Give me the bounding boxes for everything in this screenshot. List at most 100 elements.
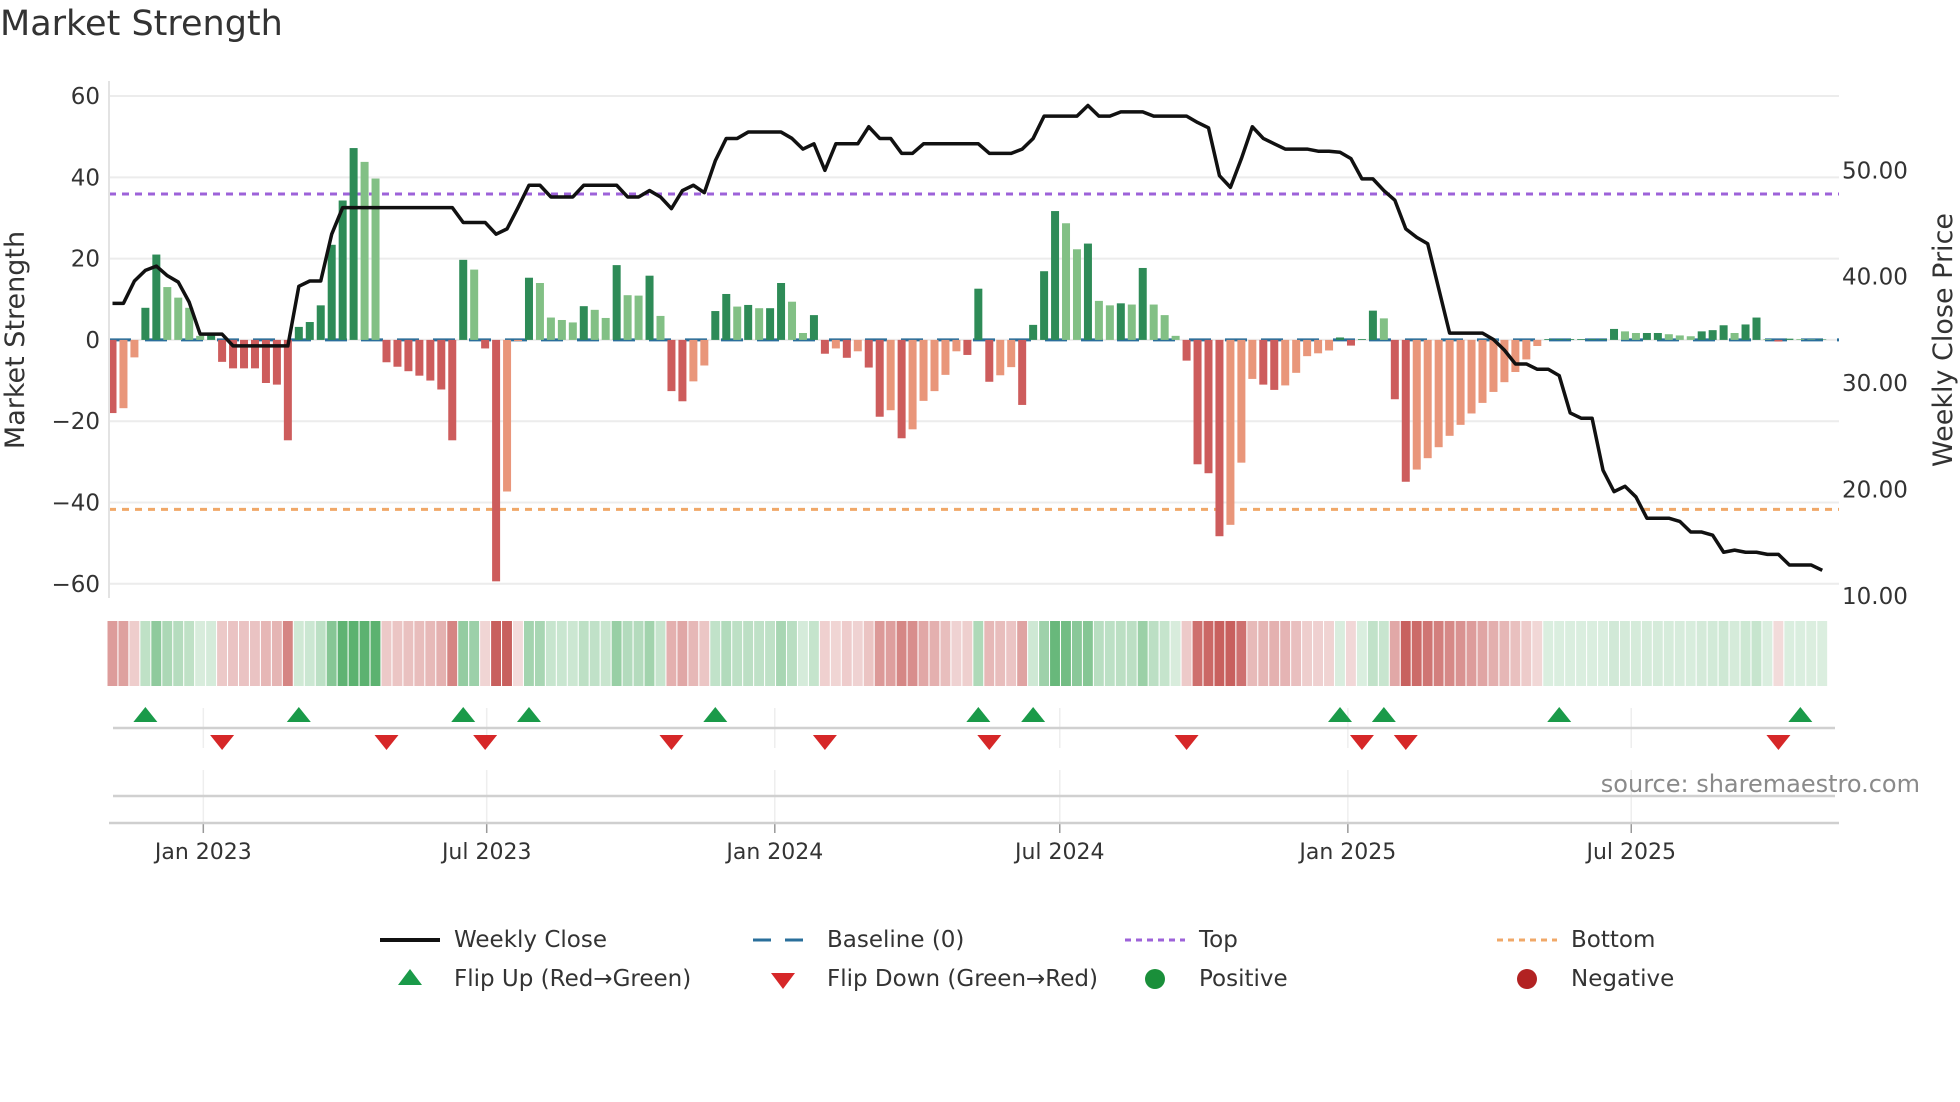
legend-item-top[interactable]: Top xyxy=(1125,925,1238,955)
strength-bar xyxy=(711,311,720,340)
legend-item-flip-down[interactable]: Flip Down (Green→Red) xyxy=(753,964,1098,994)
heat-cell xyxy=(1345,621,1356,686)
chart-title: Market Strength xyxy=(0,4,283,44)
legend-item-baseline[interactable]: Baseline (0) xyxy=(753,925,964,955)
legend-label: Negative xyxy=(1571,966,1675,992)
heat-cell xyxy=(852,621,863,686)
heat-cell xyxy=(776,621,786,686)
strength-bar xyxy=(722,293,731,340)
strength-bar xyxy=(1456,339,1465,425)
heat-cell xyxy=(502,621,512,686)
legend-label: Flip Up (Red→Green) xyxy=(454,966,692,992)
strength-bar xyxy=(908,339,917,430)
strength-bar xyxy=(196,335,205,340)
strength-bar xyxy=(349,148,358,340)
heat-cell xyxy=(195,621,206,686)
strength-bar xyxy=(1500,339,1509,383)
strength-bar xyxy=(656,315,665,340)
heat-cell xyxy=(513,621,523,686)
heat-cell xyxy=(644,621,655,686)
strength-bar xyxy=(1072,249,1081,340)
legend-item-weekly-close[interactable]: Weekly Close xyxy=(380,925,607,955)
legend-item-bottom[interactable]: Bottom xyxy=(1497,925,1655,955)
strength-bar xyxy=(503,339,512,492)
strength-bar xyxy=(1215,339,1224,537)
heat-cell xyxy=(239,621,249,686)
source-credit: source: sharemaestro.com xyxy=(1601,770,1920,798)
strength-bar xyxy=(777,283,786,340)
heat-cell xyxy=(1367,621,1378,686)
heat-cell xyxy=(633,621,644,686)
strength-bar xyxy=(261,339,270,383)
strength-bar xyxy=(229,339,238,369)
heat-strip xyxy=(107,621,1828,686)
strength-bar xyxy=(437,339,446,390)
heat-cell xyxy=(1565,621,1576,686)
heat-cell xyxy=(228,621,238,686)
strength-bar xyxy=(272,339,281,385)
flip-up-marker xyxy=(1788,707,1813,722)
legend-item-positive[interactable]: Positive xyxy=(1125,964,1288,994)
strength-bar xyxy=(1127,304,1136,340)
heat-cell xyxy=(1806,621,1817,686)
strength-bar xyxy=(1390,339,1399,400)
strength-bar xyxy=(1281,339,1290,386)
strength-bar xyxy=(393,339,402,367)
heat-cell xyxy=(1762,621,1773,686)
heat-cell xyxy=(808,621,819,686)
heat-cell xyxy=(677,621,688,686)
heat-cell xyxy=(1663,621,1674,686)
heat-cell xyxy=(206,621,217,686)
strength-bar xyxy=(283,339,292,441)
heat-cell xyxy=(1400,621,1411,686)
y-tick-label: 20 xyxy=(71,247,100,273)
heat-cell xyxy=(1258,621,1269,686)
heat-cell xyxy=(370,621,381,686)
strength-bar xyxy=(492,339,501,582)
heat-cell xyxy=(118,621,129,686)
heat-cell xyxy=(1422,621,1433,686)
strength-bar xyxy=(1533,339,1542,347)
heat-cell xyxy=(545,621,556,686)
strength-bar xyxy=(316,305,325,340)
strength-bar xyxy=(842,339,851,358)
heat-cell xyxy=(1773,621,1784,686)
legend-label: Baseline (0) xyxy=(827,927,965,953)
flip-down-marker xyxy=(473,735,498,750)
heat-cell xyxy=(491,621,501,686)
heat-cell xyxy=(436,621,447,686)
strength-bar xyxy=(820,339,829,354)
strength-bar xyxy=(623,295,632,340)
heat-cell xyxy=(1028,621,1039,686)
strength-bar xyxy=(426,339,435,381)
flip-down-marker xyxy=(1766,735,1791,750)
strength-bar xyxy=(1719,325,1728,340)
x-tick-label: Jan 2025 xyxy=(1297,840,1396,865)
heat-cell xyxy=(940,621,951,686)
strength-bar xyxy=(1226,339,1235,525)
heat-cell xyxy=(1071,621,1082,686)
legend-item-negative[interactable]: Negative xyxy=(1497,964,1674,994)
heat-cell xyxy=(381,621,392,686)
strength-bar xyxy=(1204,339,1213,474)
strength-bar xyxy=(294,326,303,340)
strength-bar xyxy=(700,339,709,366)
strength-bar xyxy=(1588,339,1597,340)
strength-bar xyxy=(1522,339,1531,360)
strength-bar xyxy=(141,307,150,340)
heat-cell xyxy=(1378,621,1389,686)
heat-cell xyxy=(743,621,754,686)
heat-cell xyxy=(666,621,677,686)
heat-cell xyxy=(129,621,140,686)
legend-item-flip-up[interactable]: Flip Up (Red→Green) xyxy=(380,964,691,994)
heat-cell xyxy=(1455,621,1466,686)
heat-cell xyxy=(578,621,589,686)
heat-cell xyxy=(1247,621,1258,686)
strength-bar xyxy=(557,319,566,340)
heat-cell xyxy=(403,621,414,686)
strength-bar xyxy=(974,288,983,340)
heat-cell xyxy=(1543,621,1554,686)
heat-cell xyxy=(973,621,984,686)
legend-label: Bottom xyxy=(1571,927,1656,953)
heat-cell xyxy=(1510,621,1521,686)
